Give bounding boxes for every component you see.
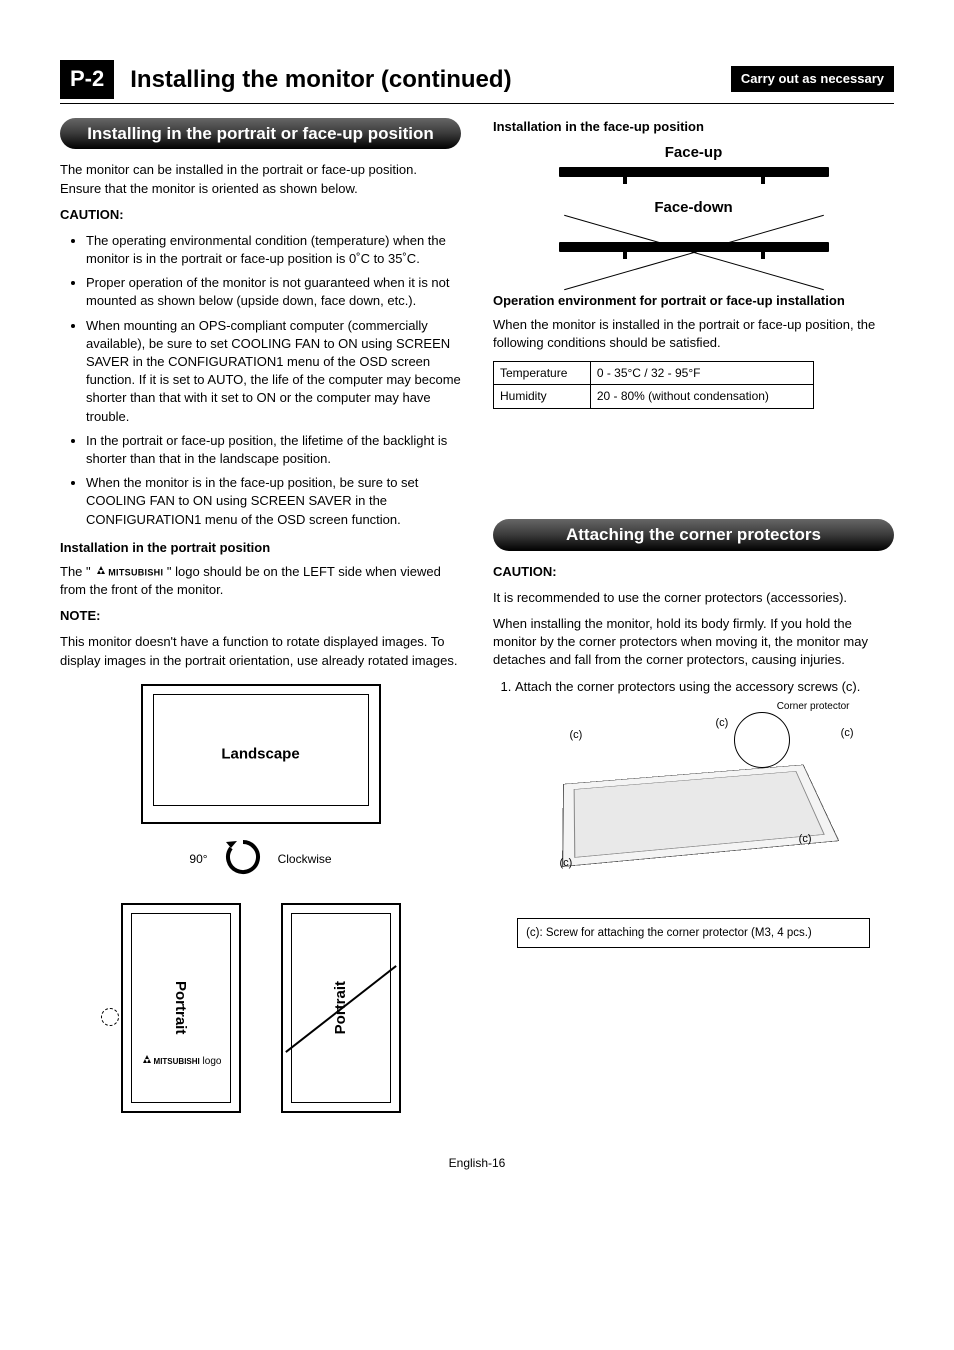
logo-callout: MITSUBISHI logo [133, 1055, 229, 1069]
corner-caution-label: CAUTION: [493, 563, 894, 581]
brand-text: MITSUBISHI [154, 1057, 200, 1066]
caution-item: When the monitor is in the face-up posit… [86, 474, 461, 529]
logo-indicator-circle [101, 1008, 119, 1026]
screw-label: (c) [841, 726, 854, 741]
rotate-direction: Clockwise [278, 851, 332, 868]
caution-label: CAUTION: [60, 206, 461, 224]
caution-list: The operating environmental condition (t… [60, 232, 461, 529]
text: logo [200, 1056, 222, 1067]
page-title: Installing the monitor (continued) [130, 63, 715, 97]
corner-protector-diagram: (c) (c) (c) (c) (c) Corner protector [534, 706, 854, 906]
page-footer: English-16 [60, 1155, 894, 1172]
table-cell: 0 - 35°C / 32 - 95°F [590, 361, 813, 385]
screw-label: (c) [799, 832, 812, 847]
faceup-bar [559, 167, 829, 177]
note-text: This monitor doesn't have a function to … [60, 633, 461, 669]
caution-item: When mounting an OPS-compliant computer … [86, 317, 461, 426]
corner-steps: Attach the corner protectors using the a… [493, 678, 894, 696]
portrait-wrong-box: Portrait [281, 903, 401, 1113]
detail-circle [734, 712, 790, 768]
caution-item: Proper operation of the monitor is not g… [86, 274, 461, 310]
landscape-diagram: Landscape 90° Clockwise Portrait MITS [60, 684, 461, 1113]
corner-text: It is recommended to use the corner prot… [493, 589, 894, 607]
portrait-logo-line: The " MITSUBISHI " logo should be on the… [60, 563, 461, 599]
rotate-arrow-icon [222, 836, 264, 883]
carry-out-label: Carry out as necessary [731, 66, 894, 92]
page-header: P-2 Installing the monitor (continued) C… [60, 60, 894, 104]
part-label: Corner protector [777, 700, 850, 714]
caution-item: The operating environmental condition (t… [86, 232, 461, 268]
portrait-install-heading: Installation in the portrait position [60, 539, 461, 557]
facedown-wrap [559, 222, 829, 282]
facedown-bar [559, 242, 829, 252]
env-intro: When the monitor is installed in the por… [493, 316, 894, 352]
env-table: Temperature 0 - 35°C / 32 - 95°F Humidit… [493, 361, 814, 410]
table-cell: Humidity [494, 385, 591, 409]
facedown-label: Face-down [493, 197, 894, 218]
section-heading-corner: Attaching the corner protectors [493, 519, 894, 551]
faceup-label: Face-up [493, 142, 894, 163]
left-column: Installing in the portrait or face-up po… [60, 118, 461, 1127]
screw-label: (c) [570, 728, 583, 743]
faceup-heading: Installation in the face-up position [493, 118, 894, 136]
corner-step: Attach the corner protectors using the a… [515, 678, 894, 696]
landscape-label: Landscape [143, 743, 379, 764]
section-badge: P-2 [60, 60, 114, 99]
table-cell: Temperature [494, 361, 591, 385]
mitsubishi-logo-icon [140, 1055, 154, 1067]
section-heading-portrait: Installing in the portrait or face-up po… [60, 118, 461, 150]
corner-text: When installing the monitor, hold its bo… [493, 615, 894, 670]
mitsubishi-logo-icon [94, 566, 108, 578]
rotate-degrees: 90° [189, 851, 207, 868]
text: The " [60, 564, 94, 579]
brand-text: MITSUBISHI [108, 567, 163, 577]
table-cell: 20 - 80% (without condensation) [590, 385, 813, 409]
screw-label: (c) [716, 716, 729, 731]
rotation-row: 90° Clockwise [189, 836, 331, 883]
screw-label: (c) [560, 856, 573, 871]
table-row: Temperature 0 - 35°C / 32 - 95°F [494, 361, 814, 385]
intro-paragraph: The monitor can be installed in the port… [60, 161, 461, 197]
note-label: NOTE: [60, 607, 461, 625]
monitor-back-panel [562, 764, 839, 866]
screw-note-box: (c): Screw for attaching the corner prot… [517, 918, 870, 948]
portrait-correct-box: Portrait MITSUBISHI logo [121, 903, 241, 1113]
portrait-wrong-wrap: Portrait [281, 903, 401, 1113]
content-columns: Installing in the portrait or face-up po… [60, 118, 894, 1127]
landscape-box: Landscape [141, 684, 381, 824]
portrait-label: Portrait [170, 981, 191, 1034]
faceup-diagram: Face-up [493, 142, 894, 177]
portrait-label: Portrait [330, 981, 351, 1034]
env-heading: Operation environment for portrait or fa… [493, 292, 894, 310]
portrait-diagram-row: Portrait MITSUBISHI logo Portrait [121, 903, 401, 1113]
table-row: Humidity 20 - 80% (without condensation) [494, 385, 814, 409]
right-column: Installation in the face-up position Fac… [493, 118, 894, 1127]
caution-item: In the portrait or face-up position, the… [86, 432, 461, 468]
facedown-diagram: Face-down [493, 197, 894, 282]
